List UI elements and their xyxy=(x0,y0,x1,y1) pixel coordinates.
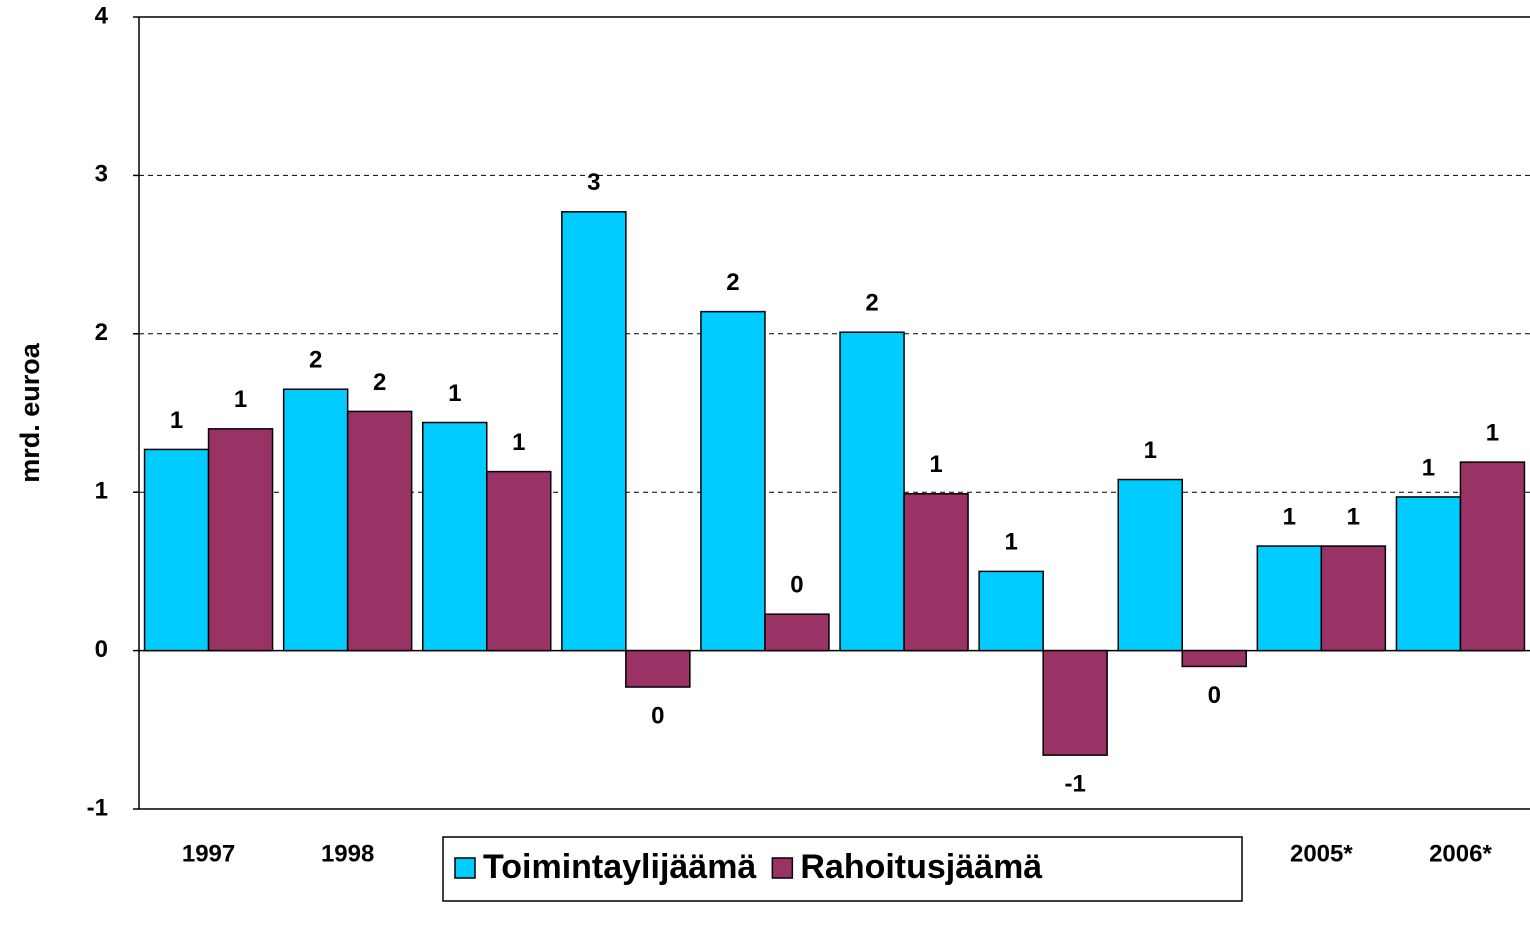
bar xyxy=(764,613,830,652)
value-label: 1 xyxy=(1347,503,1360,530)
bar xyxy=(1395,496,1462,652)
value-label: 2 xyxy=(726,269,739,296)
legend-label: Rahoitusjäämä xyxy=(800,848,1042,886)
value-label: 1 xyxy=(512,429,525,456)
bar xyxy=(143,448,210,652)
bar xyxy=(1117,478,1183,652)
bar xyxy=(346,410,413,652)
x-tick-label: 1998 xyxy=(321,840,374,867)
bar xyxy=(422,421,488,652)
bar xyxy=(1256,545,1323,652)
legend-swatch xyxy=(454,857,476,879)
value-label: 3 xyxy=(587,169,600,196)
y-tick-label: 0 xyxy=(95,636,108,663)
bar xyxy=(1181,649,1247,668)
value-label: 1 xyxy=(1283,503,1296,530)
value-label: 1 xyxy=(1004,529,1017,556)
bar xyxy=(561,211,627,652)
x-tick-label: 1997 xyxy=(182,840,235,867)
bar xyxy=(978,570,1044,652)
bar xyxy=(625,649,691,688)
bar xyxy=(207,428,274,652)
bar xyxy=(1459,461,1526,652)
value-label: 1 xyxy=(1486,419,1499,446)
y-tick-label: 4 xyxy=(95,2,109,29)
y-tick-label: 3 xyxy=(95,161,108,188)
y-tick-label: -1 xyxy=(87,794,108,821)
bar xyxy=(1320,545,1387,652)
x-tick-label: 2006* xyxy=(1429,840,1492,867)
value-label: 1 xyxy=(170,407,183,434)
value-label: 0 xyxy=(1208,682,1221,709)
legend-box xyxy=(442,836,1243,902)
bar xyxy=(903,493,969,652)
value-label: 1 xyxy=(1422,454,1435,481)
bar xyxy=(1042,649,1108,756)
x-tick-label: 2005* xyxy=(1290,840,1353,867)
value-label: 1 xyxy=(448,380,461,407)
bar xyxy=(282,388,349,652)
bar xyxy=(839,331,905,652)
bar xyxy=(486,470,552,652)
y-axis-label: mrd. euroa xyxy=(15,342,45,483)
value-label: -1 xyxy=(1064,770,1085,797)
value-label: 0 xyxy=(651,702,664,729)
value-label: 1 xyxy=(234,386,247,413)
legend-swatch xyxy=(771,857,794,879)
value-label: 2 xyxy=(865,290,878,317)
value-label: 0 xyxy=(790,572,803,599)
y-tick-label: 1 xyxy=(95,478,108,505)
legend-label: Toimintaylijäämä xyxy=(483,848,756,886)
bar xyxy=(700,310,766,652)
value-label: 2 xyxy=(309,347,322,374)
value-label: 1 xyxy=(929,451,942,478)
value-label: 1 xyxy=(1144,437,1157,464)
value-label: 2 xyxy=(373,369,386,396)
y-tick-label: 2 xyxy=(95,319,108,346)
